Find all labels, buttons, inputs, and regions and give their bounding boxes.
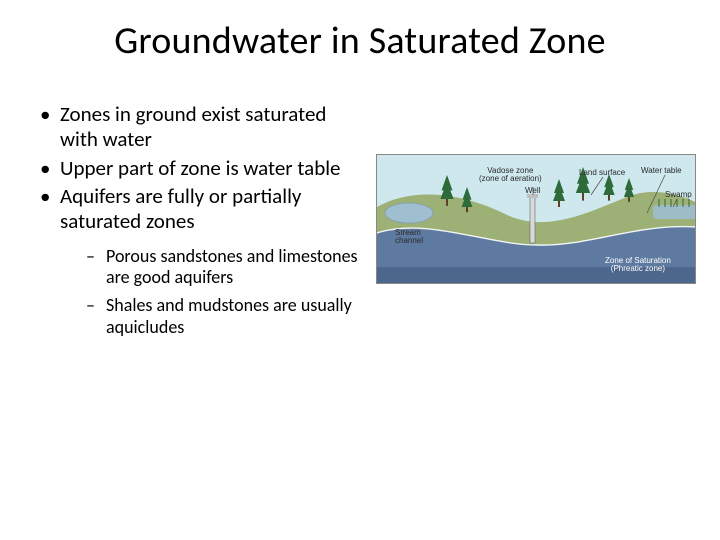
image-column: Vadose zone(zone of aeration) Well Streamc…: [376, 154, 696, 284]
sub-bullet-item: Porous sandstones and limestones are goo…: [84, 246, 366, 289]
slide: Groundwater in Saturated Zone Zones in g…: [0, 0, 720, 540]
text-column: Zones in ground exist saturated with wat…: [36, 102, 376, 344]
sub-bullet-item: Shales and mudstones are usually aquiclu…: [84, 295, 366, 338]
slide-body: Zones in ground exist saturated with wat…: [36, 102, 684, 344]
bullet-text: Aquifers are fully or partially saturate…: [60, 183, 301, 234]
groundwater-diagram: Vadose zone(zone of aeration) Well Streamc…: [376, 154, 696, 284]
bullet-list: Zones in ground exist saturated with wat…: [36, 102, 366, 338]
diagram-label-well: Well: [525, 187, 540, 195]
diagram-label-vadose: Vadose zone(zone of aeration): [479, 167, 542, 184]
bullet-item: Aquifers are fully or partially saturate…: [36, 184, 366, 338]
bullet-item: Upper part of zone is water table: [36, 156, 366, 181]
diagram-label-swamp: Swamp: [665, 191, 692, 199]
diagram-label-stream: Streamchannel: [395, 229, 423, 246]
slide-title: Groundwater in Saturated Zone: [36, 18, 684, 64]
diagram-label-saturation: Zone of Saturation(Phreatic zone): [605, 257, 671, 274]
bullet-item: Zones in ground exist saturated with wat…: [36, 102, 366, 152]
sub-bullet-list: Porous sandstones and limestones are goo…: [84, 246, 366, 338]
diagram-label-land: Land surface: [579, 169, 625, 177]
diagram-label-watertable: Water table: [641, 167, 682, 175]
